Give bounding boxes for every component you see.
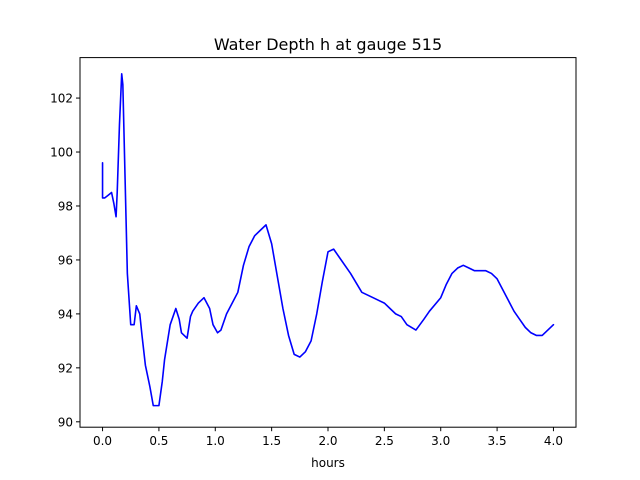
x-tick-label: 3.5 <box>488 434 507 448</box>
plot-area <box>101 72 555 407</box>
x-axis-ticks: 0.0 0.5 1.0 1.5 2.0 2.5 3.0 3.5 4.0 <box>93 427 563 448</box>
x-tick-label: 2.0 <box>318 434 337 448</box>
axes-frame <box>79 57 577 428</box>
x-tick-label: 0.0 <box>93 434 112 448</box>
x-tick-label: 4.0 <box>544 434 563 448</box>
y-tick-label: 102 <box>50 92 73 106</box>
y-tick-label: 98 <box>58 199 73 213</box>
y-tick-label: 92 <box>58 361 73 375</box>
y-tick-label: 90 <box>58 415 73 429</box>
y-tick-label: 96 <box>58 253 73 267</box>
y-tick-label: 94 <box>58 307 73 321</box>
x-tick-label: 3.0 <box>431 434 450 448</box>
x-tick-label: 2.5 <box>375 434 394 448</box>
x-tick-label: 0.5 <box>149 434 168 448</box>
y-axis-ticks: 90 92 94 96 98 100 102 <box>50 92 80 429</box>
chart-title: Water Depth h at gauge 515 <box>214 35 442 54</box>
x-tick-label: 1.0 <box>206 434 225 448</box>
x-tick-label: 1.5 <box>262 434 281 448</box>
x-axis-label: hours <box>311 456 345 470</box>
series-line-0 <box>101 72 555 407</box>
y-tick-label: 100 <box>50 146 73 160</box>
